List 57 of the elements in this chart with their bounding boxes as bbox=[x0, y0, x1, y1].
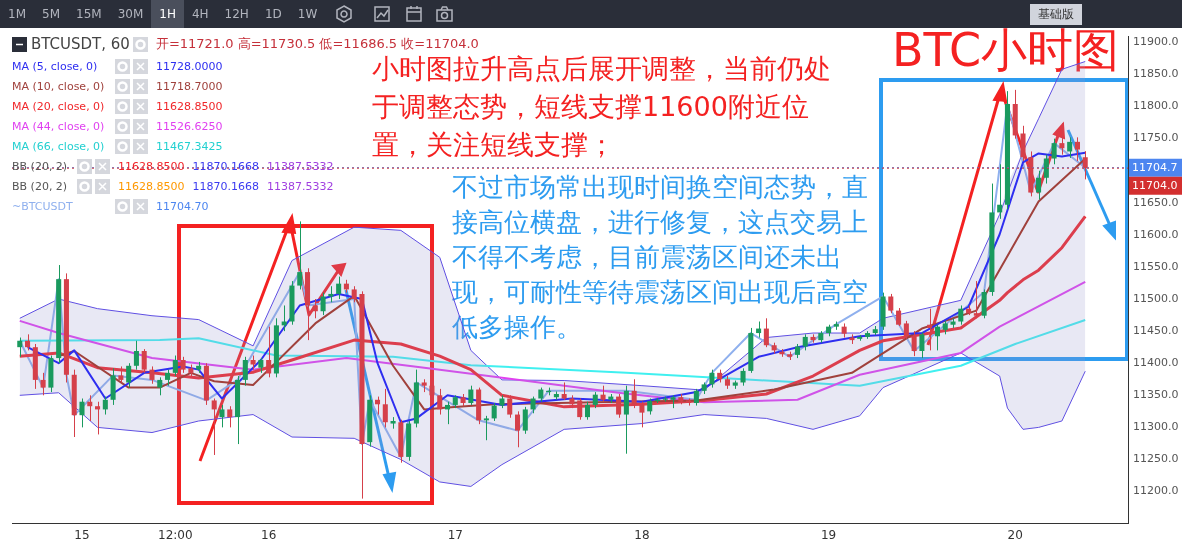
x-tick-label: 15 bbox=[74, 528, 90, 543]
annotation: 11870.1668 bbox=[192, 159, 259, 173]
text: MA (66, close, 0) bbox=[12, 139, 106, 153]
x-tick-label: 20 bbox=[1007, 528, 1023, 543]
text: 基础版 bbox=[1038, 7, 1074, 21]
annotation: 11467.3425 bbox=[156, 139, 223, 153]
annotation: BB (20, 2) bbox=[12, 159, 69, 173]
text: ~BTCUSDT bbox=[12, 199, 74, 213]
text: 1M bbox=[7, 6, 27, 23]
annotation: BB (20, 2) bbox=[12, 179, 69, 193]
y-tick-label: 11450.0 bbox=[1133, 323, 1179, 337]
x-tick-label: 19 bbox=[820, 528, 837, 543]
annotation: 11628.8500 bbox=[118, 159, 185, 173]
annotation: BTCUSDT, 60 bbox=[31, 35, 130, 53]
y-tick-label: 11850.0 bbox=[1133, 67, 1179, 81]
y-tick-label: 11750.0 bbox=[1133, 131, 1179, 145]
x-tick-label: 12:00 bbox=[158, 528, 193, 543]
y-tick-label: 11600.0 bbox=[1133, 227, 1179, 241]
y-tick-label: 11550.0 bbox=[1133, 259, 1179, 273]
annotation: 11704.70 bbox=[156, 199, 209, 213]
ref-line-label: 11704.0 bbox=[1132, 178, 1178, 192]
annotation: 11628.8500 bbox=[118, 179, 185, 193]
annotation: 11718.7000 bbox=[156, 79, 223, 93]
y-tick-label: 11250.0 bbox=[1133, 452, 1179, 466]
y-tick-label: 11200.0 bbox=[1133, 484, 1179, 498]
y-tick-label: 11650.0 bbox=[1133, 195, 1179, 209]
annotation: 11728.0000 bbox=[156, 59, 223, 73]
y-tick-label: 11400.0 bbox=[1133, 356, 1179, 370]
y-tick-label: 11300.0 bbox=[1133, 420, 1179, 434]
text: MA (20, close, 0) bbox=[12, 99, 106, 113]
text: 15M bbox=[75, 6, 103, 23]
y-tick-label: 11800.0 bbox=[1133, 99, 1179, 113]
y-tick-label: 11350.0 bbox=[1133, 388, 1179, 402]
text: 12H bbox=[223, 6, 250, 23]
annotation: 11870.1668 bbox=[192, 179, 259, 193]
x-tick-label: 18 bbox=[634, 528, 650, 543]
x-tick-label: 17 bbox=[447, 528, 463, 543]
text: 5M bbox=[41, 6, 61, 23]
text: 1D bbox=[263, 6, 283, 23]
text: 1H bbox=[151, 0, 184, 28]
annotation: 小时图拉升高点后展开调整，当前仍处于调整态势，短线支撑11600附近位置，关注短线支撑； bbox=[372, 52, 832, 162]
annotation: 11387.5332 bbox=[266, 159, 334, 173]
x-tick-label: 16 bbox=[261, 528, 277, 543]
text: MA (44, close, 0) bbox=[12, 119, 106, 133]
y-tick-label: 11500.0 bbox=[1133, 291, 1179, 305]
annotation: 11387.5332 bbox=[266, 179, 334, 193]
text: MA (10, close, 0) bbox=[12, 79, 106, 93]
text: 1W bbox=[296, 6, 319, 23]
annotation: 11526.6250 bbox=[156, 119, 223, 133]
chart-title: BTC小时图 bbox=[892, 22, 1120, 78]
annotation: 11628.8500 bbox=[156, 99, 223, 113]
ref-line-label: 11704.7 bbox=[1132, 160, 1178, 174]
chart-subtitle: 开=11721.0 高=11730.5 低=11686.5 收=11704.0 bbox=[155, 35, 479, 53]
y-tick-label: 11900.0 bbox=[1133, 35, 1179, 49]
text: 30M bbox=[116, 6, 145, 23]
text: MA (5, close, 0) bbox=[12, 59, 99, 73]
text: 4H bbox=[190, 6, 210, 23]
